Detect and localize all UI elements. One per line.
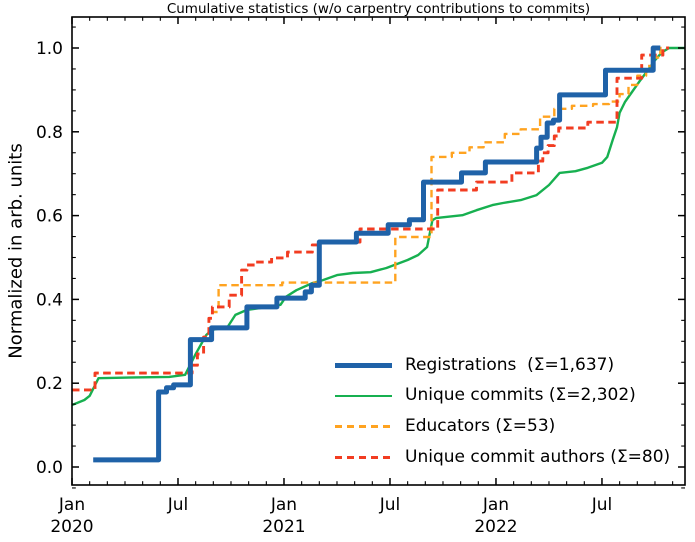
plot-border [71, 16, 686, 486]
legend-item-unique-commits: Unique commits (Σ=2,302) [335, 381, 670, 412]
x-tick-label: Jul [167, 495, 189, 515]
chart-title: Cumulative statistics (w/o carpentry con… [166, 1, 591, 17]
legend-label-educators: Educators (Σ=53) [405, 415, 556, 436]
y-tick-label: 0.4 [36, 290, 63, 310]
series-line-unique-commits [72, 46, 685, 407]
legend-item-unique-commit-authors: Unique commit authors (Σ=80) [335, 442, 670, 473]
legend: Registrations (Σ=1,637) Unique commits (Σ… [335, 350, 670, 472]
legend-swatch-unique-commit-authors [335, 455, 392, 459]
x-tick-year-label: 2020 [50, 517, 93, 537]
x-tick-year-label: 2022 [474, 517, 517, 537]
y-axis-label: Normalized in arb. units [5, 143, 27, 359]
legend-item-registrations: Registrations (Σ=1,637) [335, 350, 670, 381]
y-tick-label: 0.8 [36, 123, 63, 143]
legend-swatch-unique-commits [335, 394, 392, 398]
x-tick-label: Jan [270, 495, 297, 515]
x-tick-label: Jan [58, 495, 85, 515]
legend-item-educators: Educators (Σ=53) [335, 411, 670, 442]
y-tick-label: 0.6 [36, 207, 63, 227]
series-line-unique-commit-authors [72, 46, 670, 392]
x-tick-label: Jul [379, 495, 401, 515]
y-tick-label: 1.0 [36, 39, 63, 59]
x-tick-label: Jan [482, 495, 509, 515]
y-tick-label: 0.0 [36, 458, 63, 478]
legend-label-unique-commit-authors: Unique commit authors (Σ=80) [405, 446, 671, 467]
legend-label-unique-commits: Unique commits (Σ=2,302) [405, 385, 636, 406]
y-tick-label: 0.2 [36, 374, 63, 394]
x-tick-label: Jul [591, 495, 613, 515]
ticks [71, 17, 685, 489]
legend-label-registrations: Registrations (Σ=1,637) [405, 354, 615, 375]
legend-swatch-educators [335, 425, 392, 428]
series-line-registrations [93, 45, 661, 463]
x-tick-year-label: 2021 [262, 517, 305, 537]
series-line-educators [72, 46, 666, 392]
legend-swatch-registrations [335, 362, 392, 368]
series-group [72, 45, 685, 463]
